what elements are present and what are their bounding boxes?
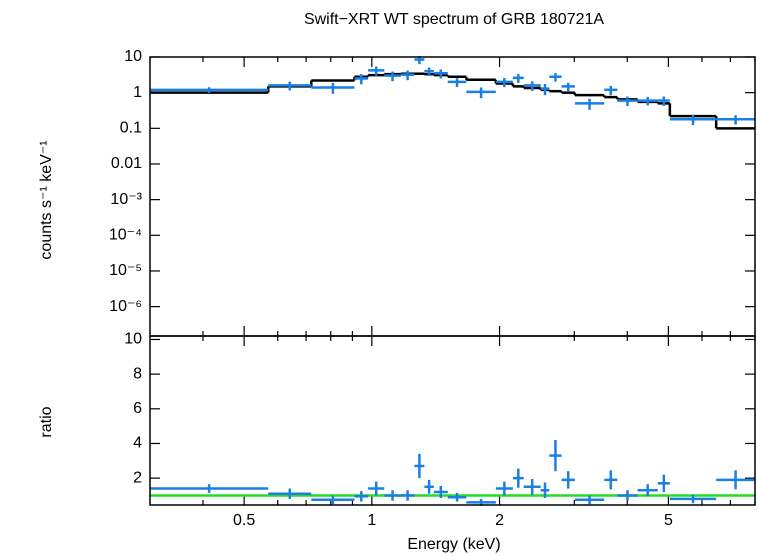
y-tick-label: 4: [133, 435, 142, 452]
x-tick-label: 2: [495, 512, 504, 529]
x-tick-label: 1: [367, 512, 376, 529]
y-tick-label: 2: [133, 469, 142, 486]
y-tick-label: 10⁻³: [110, 191, 142, 208]
y-tick-label: 10: [124, 48, 142, 65]
x-tick-label: 5: [664, 512, 673, 529]
y-tick-label: 10⁻⁶: [109, 298, 142, 315]
y-tick-label: 8: [133, 365, 142, 382]
y-tick-label: 0.1: [120, 120, 142, 137]
x-tick-label: 0.5: [233, 512, 255, 529]
y-tick-label: 0.01: [111, 155, 142, 172]
y-tick-label: 6: [133, 400, 142, 417]
chart-title: Swift−XRT WT spectrum of GRB 180721A: [304, 11, 604, 28]
y-tick-label: 1: [133, 84, 142, 101]
y-axis-label: counts s⁻¹ keV⁻¹: [38, 140, 55, 259]
y-axis-label: ratio: [38, 406, 55, 437]
plot-frame: [149, 335, 756, 506]
y-tick-label: 10: [124, 331, 142, 348]
y-tick-label: 10⁻⁴: [109, 227, 142, 244]
x-axis-label: Energy (keV): [407, 536, 500, 553]
y-tick-label: 10⁻⁵: [109, 262, 142, 279]
